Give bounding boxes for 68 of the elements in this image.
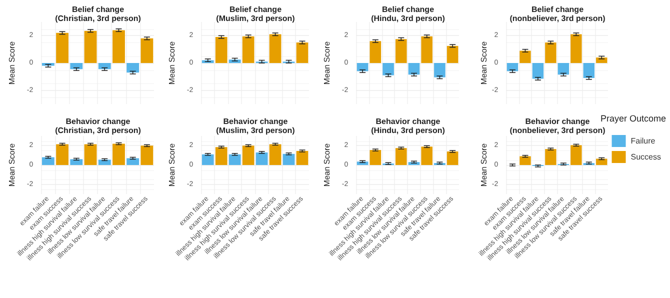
- bar: [570, 145, 582, 165]
- bar: [242, 146, 254, 165]
- chart-title: Belief change (Muslim, 3rd person): [216, 5, 296, 23]
- chart-title: Belief change (Christian, 3rd person): [55, 5, 142, 23]
- bar: [256, 152, 268, 165]
- bar: [215, 147, 228, 165]
- bar: [421, 146, 433, 165]
- bar: [370, 150, 382, 165]
- chart-title: Belief change (nonbeliever, 3rd person): [510, 5, 606, 23]
- y-axis-title: Mean Score: [168, 40, 176, 85]
- bar: [395, 39, 407, 63]
- y-axis-title: Mean Score: [480, 142, 488, 187]
- y-axis-title: Mean Score: [322, 142, 332, 187]
- legend-label: Success: [630, 152, 661, 162]
- bar: [395, 148, 407, 165]
- chart-title: Behavior change (Muslim, 3rd person): [216, 117, 296, 135]
- bar: [84, 144, 97, 165]
- bar: [596, 158, 608, 165]
- bar: [42, 157, 54, 165]
- bar: [520, 50, 531, 63]
- bar: [98, 160, 111, 165]
- bar: [446, 151, 458, 165]
- bar: [242, 36, 254, 63]
- bar: [356, 63, 368, 72]
- bar: [70, 159, 83, 165]
- bar: [84, 30, 97, 63]
- bar: [112, 30, 125, 63]
- bar: [70, 63, 83, 70]
- bar: [532, 63, 544, 79]
- chart-title: Behavior change (Christian, 3rd person): [55, 117, 142, 135]
- bar: [56, 144, 68, 165]
- bar: [140, 146, 154, 165]
- y-axis-title: Mean Score: [480, 40, 488, 85]
- bar: [56, 32, 68, 63]
- bar: [370, 41, 382, 63]
- legend-title: Prayer Outcome: [600, 114, 666, 124]
- y-axis-title: Mean Score: [168, 142, 176, 187]
- bar: [202, 154, 214, 165]
- bar: [282, 154, 295, 165]
- y-axis-title: Mean Score: [8, 40, 16, 85]
- bar: [506, 63, 518, 72]
- bar: [446, 46, 458, 63]
- chart-title: Belief change (Hindu, 3rd person): [371, 5, 446, 23]
- bar: [558, 63, 570, 75]
- bar: [583, 63, 594, 78]
- bar: [570, 34, 582, 63]
- bar: [296, 42, 308, 63]
- y-axis-title: Mean Score: [8, 142, 16, 187]
- bar: [269, 144, 282, 165]
- bar: [126, 158, 140, 165]
- chart-title: Behavior change (Hindu, 3rd person): [371, 117, 446, 135]
- bar: [382, 63, 394, 76]
- bar: [545, 149, 556, 165]
- bar: [545, 42, 556, 63]
- bar: [215, 37, 228, 63]
- bar: [112, 144, 125, 165]
- bar: [98, 63, 111, 70]
- bar: [296, 150, 308, 165]
- bar: [408, 63, 420, 75]
- bar: [421, 36, 433, 63]
- y-axis-title: Mean Score: [322, 40, 332, 85]
- bar: [126, 63, 140, 73]
- bar: [228, 154, 241, 165]
- bar: [434, 63, 446, 78]
- bar: [140, 38, 154, 63]
- bar: [269, 34, 282, 63]
- legend-label: Failure: [630, 136, 656, 146]
- bar: [520, 156, 531, 165]
